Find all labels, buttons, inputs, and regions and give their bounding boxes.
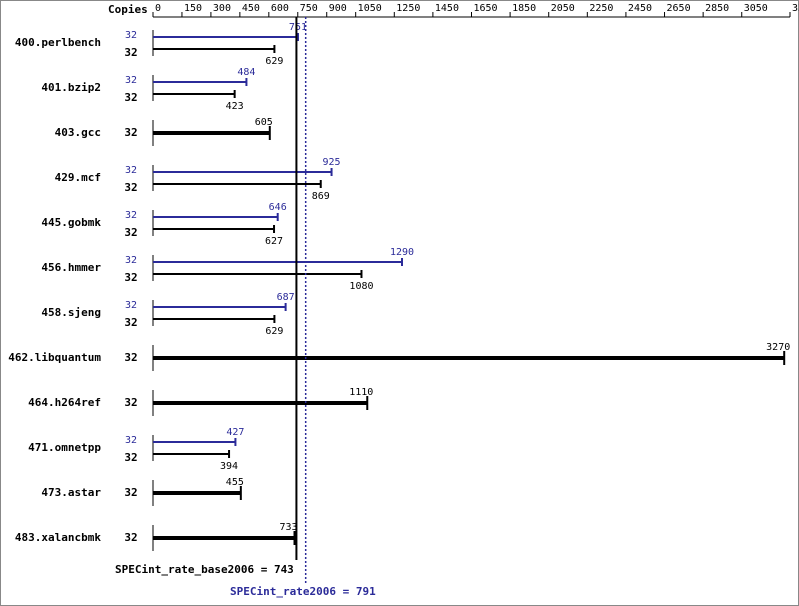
x-tick-label: 1650 [474, 3, 498, 14]
value-label: 925 [323, 157, 341, 168]
x-tick-label: 1450 [435, 3, 459, 14]
copies: 32 [125, 300, 137, 311]
copies: 32 [124, 126, 137, 139]
x-tick-label: 2850 [705, 3, 729, 14]
copies: 32 [124, 351, 137, 364]
value-label: 423 [226, 101, 244, 112]
x-tick-label: 2650 [667, 3, 691, 14]
category-label: 401.bzip2 [41, 81, 101, 94]
value-label: 629 [265, 56, 283, 67]
value-label: 455 [226, 477, 244, 488]
value-label: 733 [279, 522, 297, 533]
value-label: 687 [277, 292, 295, 303]
copies: 32 [125, 75, 137, 86]
x-tick-label: 2050 [551, 3, 575, 14]
copies: 32 [124, 226, 137, 239]
x-tick-label: 1050 [358, 3, 382, 14]
copies: 32 [124, 451, 137, 464]
copies: 32 [124, 396, 137, 409]
x-tick-label: 3300 [792, 3, 799, 14]
category-label: 403.gcc [55, 126, 101, 139]
category-label: 464.h264ref [28, 396, 101, 409]
value-label: 394 [220, 461, 238, 472]
x-tick-label: 0 [155, 3, 161, 14]
x-tick-label: 450 [242, 3, 260, 14]
category-label: 473.astar [41, 486, 101, 499]
copies: 32 [125, 165, 137, 176]
value-label: 646 [269, 202, 287, 213]
copies: 32 [124, 486, 137, 499]
summary-label: SPECint_rate2006 = 791 [230, 585, 376, 598]
value-label: 1110 [349, 387, 373, 398]
category-label: 429.mcf [55, 171, 101, 184]
value-label: 1290 [390, 247, 414, 258]
x-tick-label: 750 [300, 3, 318, 14]
category-label: 400.perlbench [15, 36, 101, 49]
value-label: 605 [255, 117, 273, 128]
category-label: 462.libquantum [8, 351, 101, 364]
category-label: 471.omnetpp [28, 441, 101, 454]
x-tick-label: 600 [271, 3, 289, 14]
copies: 32 [125, 435, 137, 446]
value-label: 627 [265, 236, 283, 247]
category-label: 483.xalancbmk [15, 531, 101, 544]
x-tick-label: 150 [184, 3, 202, 14]
x-tick-label: 1250 [396, 3, 420, 14]
x-tick-label: 300 [213, 3, 231, 14]
copies: 32 [124, 271, 137, 284]
category-label: 445.gobmk [41, 216, 101, 229]
copies: 32 [124, 181, 137, 194]
copies: 32 [124, 316, 137, 329]
x-tick-label: 2450 [628, 3, 652, 14]
copies: 32 [125, 30, 137, 41]
summary-label: SPECint_rate_base2006 = 743 [115, 563, 294, 576]
value-label: 427 [226, 427, 244, 438]
copies: 32 [124, 46, 137, 59]
category-label: 456.hmmer [41, 261, 101, 274]
value-label: 869 [312, 191, 330, 202]
copies: 32 [124, 531, 137, 544]
value-label: 3270 [766, 342, 790, 353]
value-label: 751 [289, 22, 307, 33]
copies: 32 [124, 91, 137, 104]
value-label: 1080 [349, 281, 373, 292]
x-tick-label: 2250 [589, 3, 613, 14]
value-label: 629 [265, 326, 283, 337]
copies-header: Copies [108, 3, 148, 16]
x-tick-label: 900 [329, 3, 347, 14]
x-tick-label: 1850 [512, 3, 536, 14]
value-label: 484 [237, 67, 255, 78]
copies: 32 [125, 210, 137, 221]
copies: 32 [125, 255, 137, 266]
category-label: 458.sjeng [41, 306, 101, 319]
x-tick-label: 3050 [744, 3, 768, 14]
